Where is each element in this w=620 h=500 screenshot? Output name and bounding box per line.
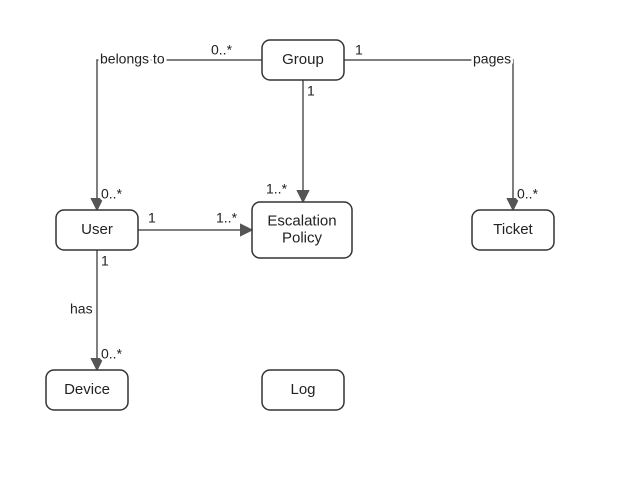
edge-label-group-to-user-1: 0..* xyxy=(211,42,233,58)
node-group: Group xyxy=(262,40,344,80)
node-user: User xyxy=(56,210,138,250)
node-label-user: User xyxy=(81,221,113,238)
node-label-esc-0: Escalation xyxy=(267,212,336,229)
node-log: Log xyxy=(262,370,344,410)
edge-label-group-to-ticket-2: 0..* xyxy=(517,186,539,202)
diagram-canvas: belongs tobelongs to0..*0..*0..*0..*111.… xyxy=(0,0,620,500)
edge-label-user-to-esc-0: 1 xyxy=(148,210,156,226)
edge-label-user-to-device-2: 0..* xyxy=(101,346,123,362)
node-label-log: Log xyxy=(290,381,315,398)
edge-group-to-ticket xyxy=(344,60,513,210)
node-label-device: Device xyxy=(64,381,110,398)
node-device: Device xyxy=(46,370,128,410)
edge-label-user-to-device-0: 1 xyxy=(101,253,109,269)
edge-label-user-to-esc-1: 1..* xyxy=(216,210,238,226)
edge-label-group-to-ticket-0: 1 xyxy=(355,42,363,58)
edge-label-group-to-esc-1: 1..* xyxy=(266,181,288,197)
node-ticket: Ticket xyxy=(472,210,554,250)
edge-label-group-to-esc-0: 1 xyxy=(307,83,315,99)
node-label-esc-1: Policy xyxy=(282,229,323,246)
edge-label-user-to-device-1: has xyxy=(70,301,93,317)
edge-label-group-to-user-0: belongs to xyxy=(100,51,165,67)
node-esc: EscalationPolicy xyxy=(252,202,352,258)
node-label-group: Group xyxy=(282,51,324,68)
edge-label-group-to-user-2: 0..* xyxy=(101,186,123,202)
node-label-ticket: Ticket xyxy=(493,221,533,238)
edge-label-group-to-ticket-1: pages xyxy=(473,51,511,67)
